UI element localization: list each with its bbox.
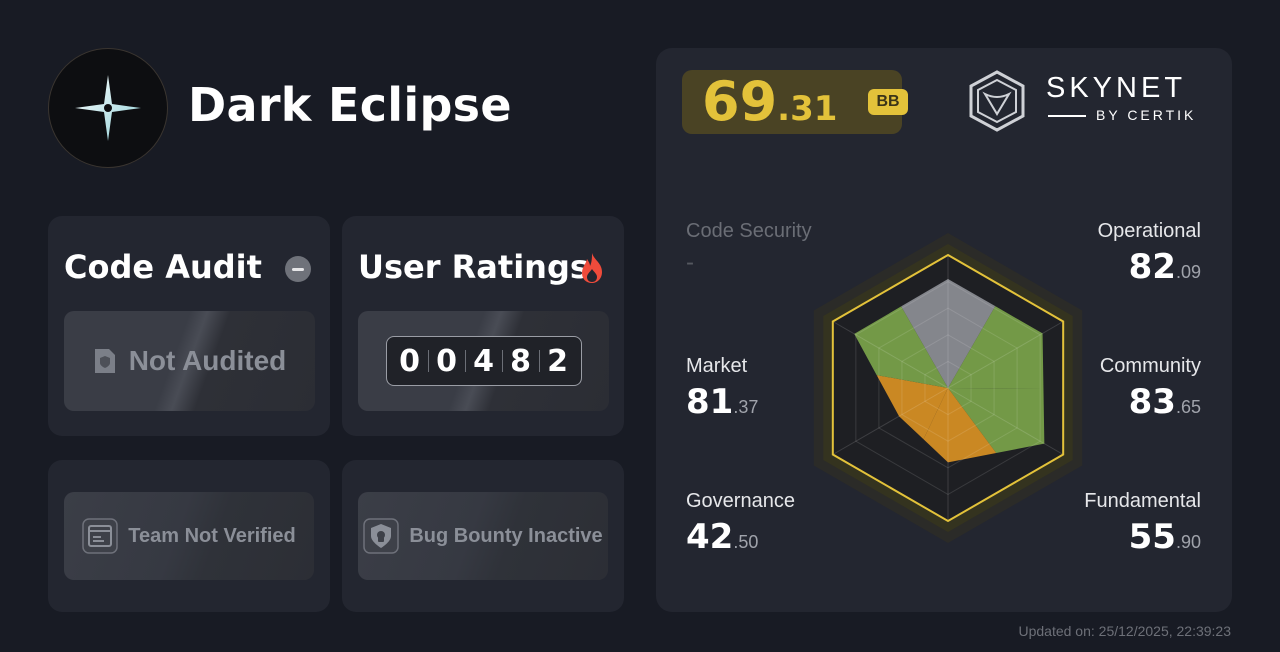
skynet-brand: SKYNET BY CERTIK — [968, 70, 1210, 132]
project-logo — [48, 48, 168, 168]
metric-label: Fundamental — [1084, 490, 1201, 512]
metric-int: 81 — [686, 382, 734, 422]
shield-lock-icon — [363, 518, 400, 554]
radar-grid-ring-4 — [855, 281, 1041, 495]
radar-grid-ring-1 — [924, 360, 972, 416]
project-name: Dark Eclipse — [188, 78, 512, 132]
metric-dec: .37 — [733, 397, 759, 417]
team-status-text: Team Not Verified — [128, 524, 296, 547]
radar-axis-operational — [947, 321, 1064, 389]
metric-dec: .50 — [733, 532, 759, 552]
metric-label: Governance — [686, 490, 795, 512]
brand-name: SKYNET — [1046, 72, 1187, 104]
metric-int: 83 — [1128, 382, 1176, 422]
metric-operational[interactable]: Operational 82.09 — [1098, 220, 1201, 287]
code-audit-card[interactable]: Code Audit Not Audited — [48, 216, 330, 436]
metric-governance[interactable]: Governance 42.50 — [686, 490, 795, 557]
counter-digit: 0 — [436, 343, 457, 379]
bug-bounty-box: Bug Bounty Inactive — [358, 492, 608, 580]
radar-chart — [813, 233, 1083, 543]
metric-dec: .65 — [1175, 397, 1201, 417]
counter-digit: 0 — [399, 343, 420, 379]
fire-icon — [582, 253, 602, 283]
counter-digit: 4 — [473, 343, 494, 379]
certik-shield-icon — [969, 70, 1025, 132]
team-card[interactable]: Team Not Verified — [48, 460, 330, 612]
metric-label: Community — [1099, 355, 1201, 377]
radar-slice-market — [854, 306, 948, 388]
metric-int: 82 — [1128, 247, 1176, 287]
metric-int: 42 — [686, 517, 734, 557]
radar-slice-code-security — [901, 278, 996, 388]
metric-fundamental[interactable]: Fundamental 55.90 — [1084, 490, 1201, 557]
radar-axis-market — [832, 321, 949, 389]
shield-file-icon — [94, 349, 115, 373]
score-integer: 69 — [702, 70, 778, 133]
counter-digit: 8 — [510, 343, 531, 379]
code-audit-title: Code Audit — [64, 248, 262, 286]
team-status-box: Team Not Verified — [64, 492, 314, 580]
radar-axis-governance — [832, 387, 949, 455]
metric-market[interactable]: Market 81.37 — [686, 355, 758, 422]
bug-bounty-card[interactable]: Bug Bounty Inactive — [342, 460, 624, 612]
id-card-icon — [82, 518, 119, 554]
radar-slice-operational — [948, 306, 1044, 389]
radar-grid-ring-2 — [901, 334, 995, 442]
radar-slice-fundamental — [923, 388, 997, 463]
user-ratings-card[interactable]: User Ratings 0 0 4 8 2 — [342, 216, 624, 436]
metric-code-security[interactable]: Code Security - — [686, 220, 812, 277]
ratings-counter-box: 0 0 4 8 2 — [358, 311, 609, 411]
metric-value: - — [686, 249, 694, 276]
metric-community[interactable]: Community 83.65 — [1100, 355, 1201, 422]
metric-label: Operational — [1097, 220, 1201, 242]
score-panel: 69 .31 BB SKYNET BY CERTIK Code Security… — [656, 48, 1232, 612]
metric-int: 55 — [1128, 517, 1176, 557]
minus-circle-icon — [285, 256, 311, 282]
audit-status-box: Not Audited — [64, 311, 315, 411]
score-decimal: .31 — [777, 89, 838, 129]
score-grade-badge: BB — [868, 89, 908, 115]
counter-digit: 2 — [547, 343, 568, 379]
metric-dec: .90 — [1175, 532, 1201, 552]
bug-bounty-text: Bug Bounty Inactive — [409, 524, 603, 547]
radar-slice-governance — [876, 375, 948, 440]
metric-label: Market — [686, 355, 748, 377]
audit-status-text: Not Audited — [128, 345, 287, 376]
updated-timestamp: Updated on: 25/12/2025, 22:39:23 — [1018, 623, 1231, 639]
radar-outline — [831, 253, 1065, 523]
metric-dec: .09 — [1175, 262, 1201, 282]
radar-slice-community — [948, 388, 1045, 453]
user-ratings-title: User Ratings — [358, 248, 589, 286]
security-score[interactable]: 69 .31 BB — [682, 70, 908, 134]
radar-axis-community — [947, 387, 1064, 455]
radar-grid-ring-3 — [878, 307, 1018, 469]
metric-label: Code Security — [686, 220, 812, 242]
brand-subtitle: BY CERTIK — [1096, 107, 1197, 123]
ratings-counter: 0 0 4 8 2 — [385, 336, 582, 386]
four-point-star-icon — [75, 75, 141, 141]
